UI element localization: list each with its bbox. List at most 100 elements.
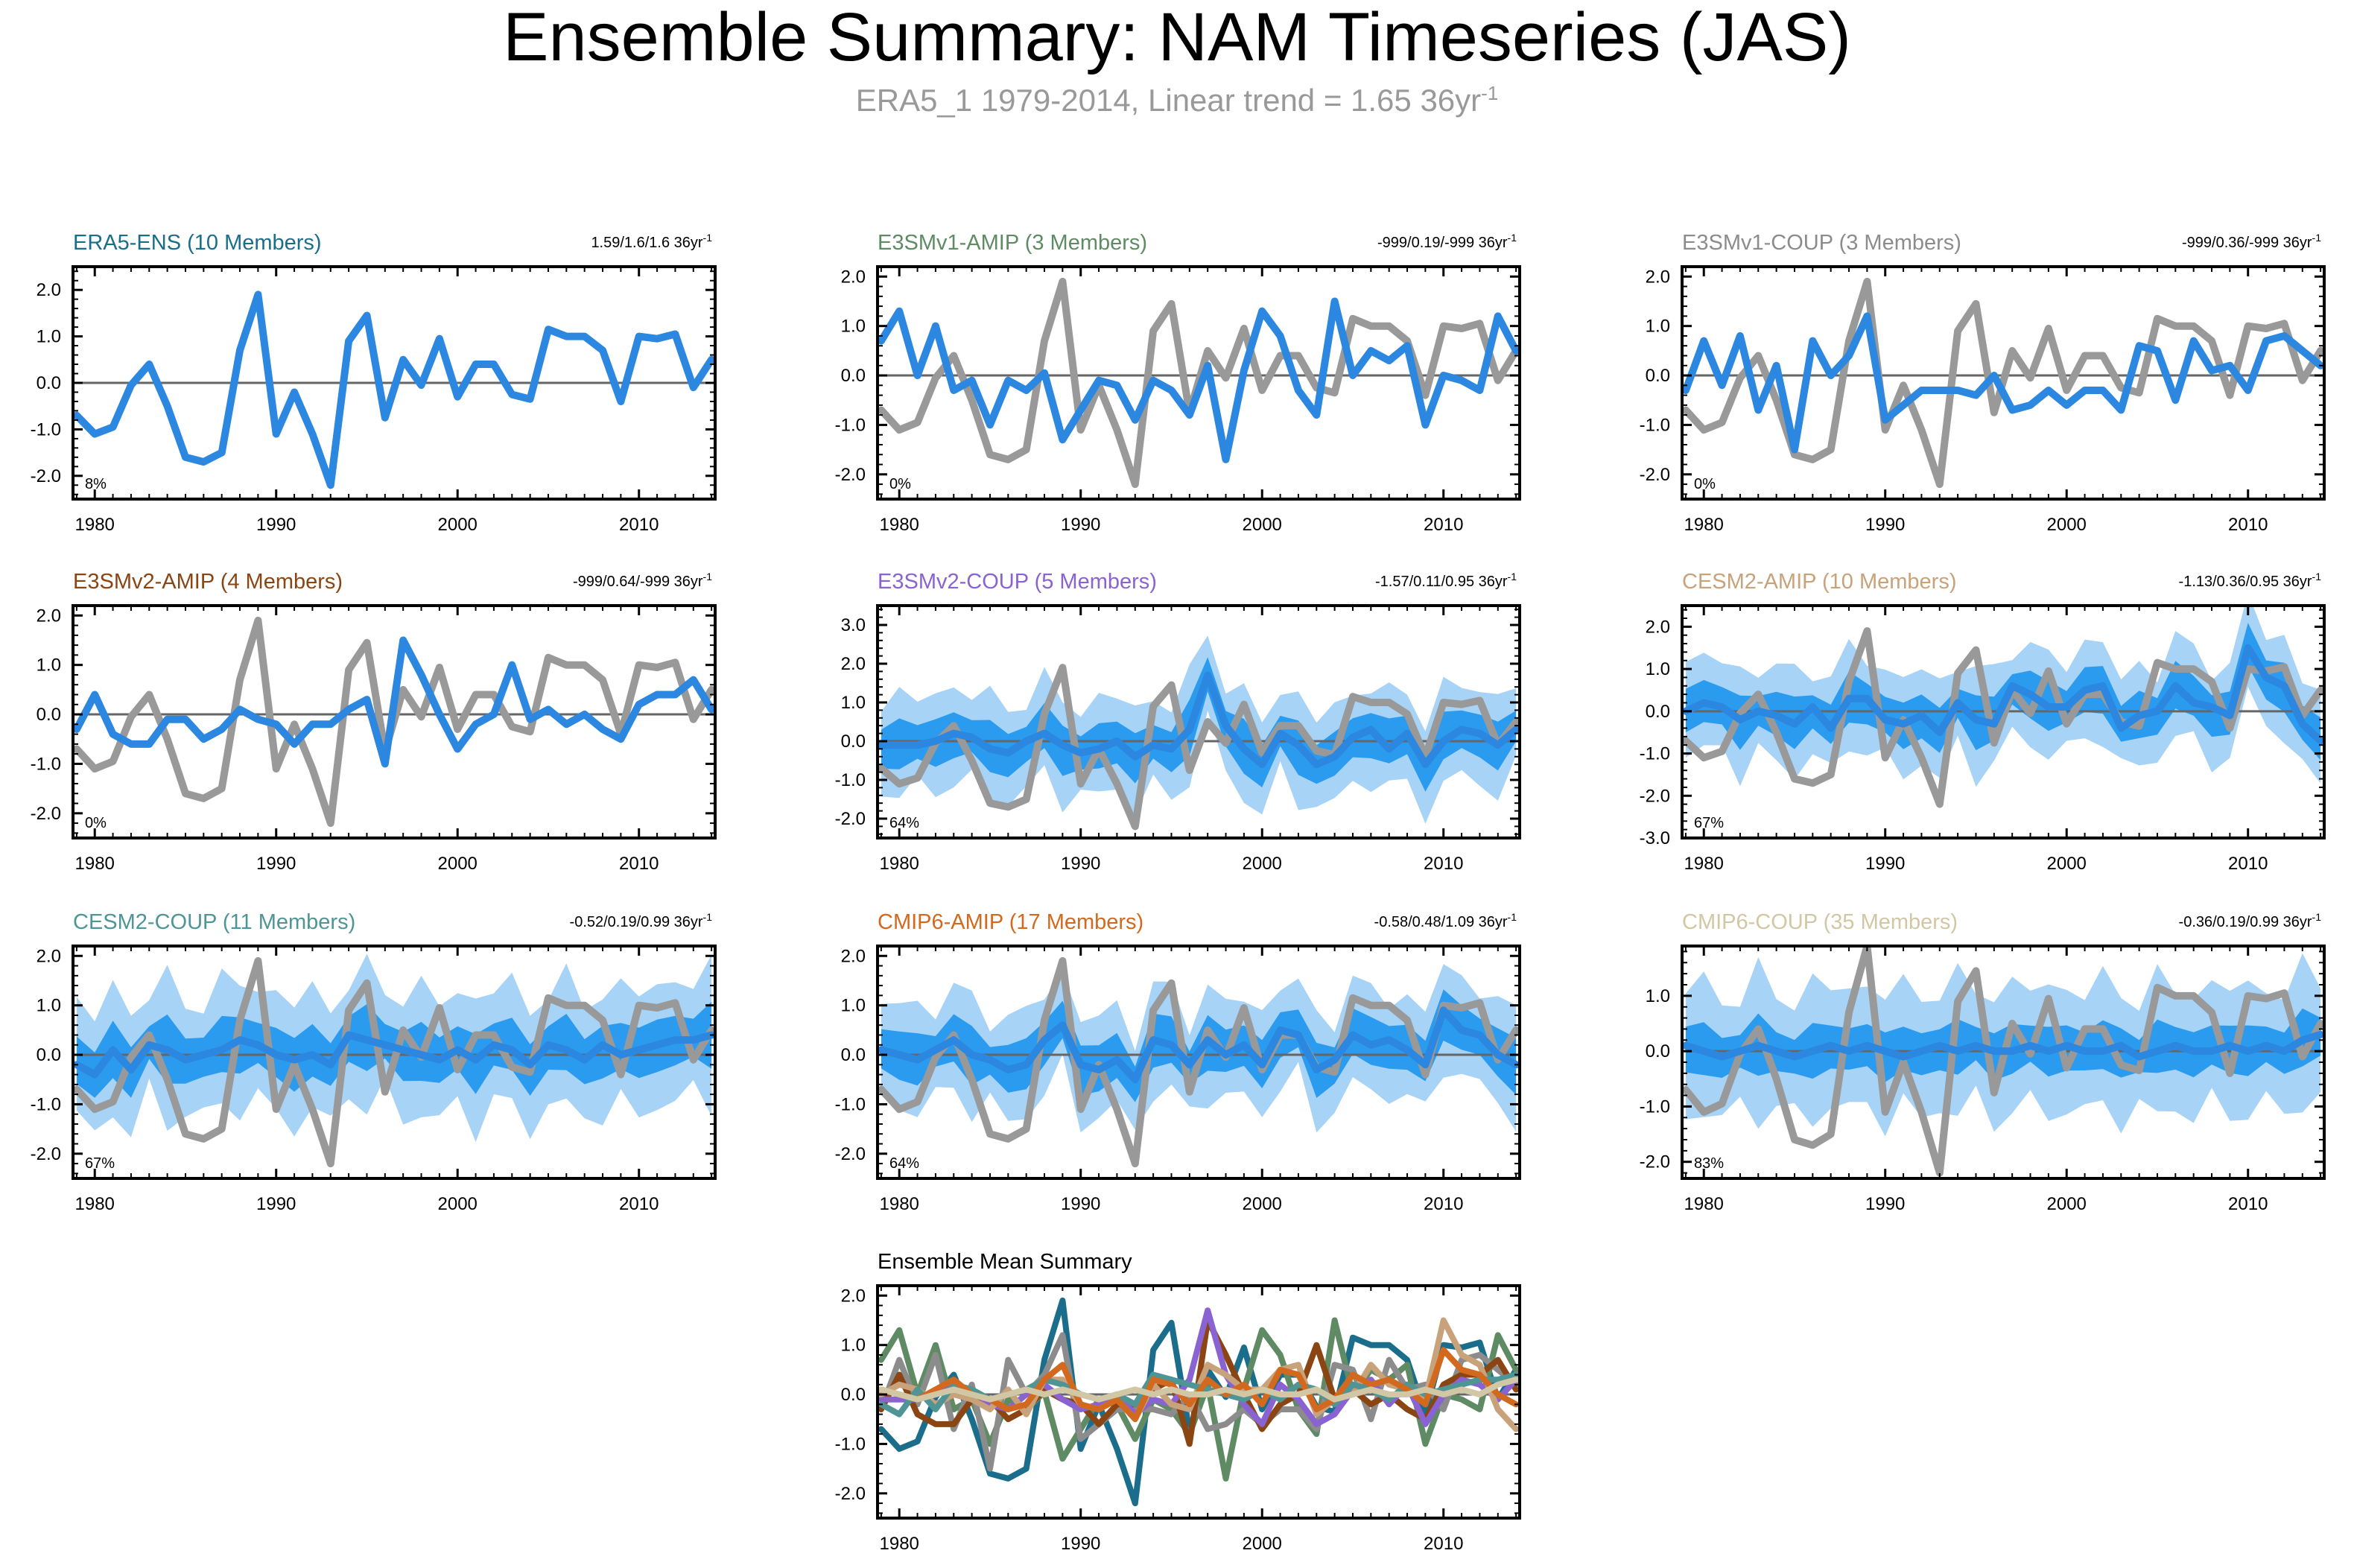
panel-title: Ensemble Mean Summary (878, 1250, 1132, 1274)
plot-frame (72, 945, 717, 1180)
panel-E3SMv1-AMIP: 2.0 1.0 0.0 -1.0 -2.0 1980 1990 2000 2010 E3SMv1-… (835, 231, 1521, 535)
panel-title: CMIP6-AMIP (17 Members) (878, 910, 1143, 934)
y-tick-label: -2.0 (1640, 465, 1670, 485)
y-tick-label: 0.0 (1646, 1041, 1670, 1061)
x-tick-label: 1990 (1865, 854, 1905, 874)
panel-trend: -999/0.19/-999 36yr-1 (1377, 232, 1517, 251)
y-tick-label: 2.0 (37, 280, 61, 300)
x-tick-label: 1990 (1061, 515, 1100, 535)
x-tick-label: 2010 (619, 1194, 659, 1214)
y-tick-label: 1.0 (1646, 986, 1670, 1006)
plot-frame (876, 604, 1521, 839)
ensemble-mean-line (73, 636, 715, 768)
y-tick-label: -1.0 (835, 770, 866, 790)
x-tick-label: 1990 (1061, 1534, 1100, 1554)
x-tick-label: 1990 (256, 854, 296, 874)
y-tick-label: 0.0 (841, 731, 866, 752)
y-tick-label: 1.0 (841, 317, 866, 337)
y-tick-label: 0.0 (841, 1385, 866, 1405)
ensemble-mean-line (878, 297, 1520, 463)
y-tick-label: 0.0 (1646, 366, 1670, 386)
x-tick-label: 1980 (880, 515, 919, 535)
x-tick-label: 2000 (1243, 854, 1282, 874)
x-tick-label: 2010 (1424, 1194, 1463, 1214)
ensemble-mean-line (73, 291, 715, 489)
ensemble-mean-line (1682, 312, 2324, 454)
plot-frame (876, 265, 1521, 501)
y-tick-label: -3.0 (1640, 828, 1670, 848)
x-tick-label: 1990 (1061, 854, 1100, 874)
x-tick-label: 1980 (1684, 854, 1724, 874)
panel-trend: -1.57/0.11/0.95 36yr-1 (1375, 571, 1517, 590)
y-tick-label: 0.0 (841, 1045, 866, 1065)
main-title: Ensemble Summary: NAM Timeseries (JAS) (503, 0, 1851, 75)
y-tick-label: -1.0 (835, 1434, 866, 1454)
outer-band (881, 635, 1517, 824)
x-tick-label: 1980 (75, 854, 115, 874)
y-tick-label: 2.0 (841, 654, 866, 674)
y-tick-label: 1.0 (841, 1336, 866, 1356)
panel-percent: 83% (1694, 1155, 1724, 1172)
y-tick-label: 1.0 (841, 693, 866, 713)
y-tick-label: 2.0 (1646, 267, 1670, 287)
main-subtitle: ERA5_1 1979-2014, Linear trend = 1.65 36… (0, 74, 2354, 119)
plot-frame (876, 945, 1521, 1180)
observed-line (878, 664, 1520, 831)
x-tick-label: 1990 (1061, 1194, 1100, 1214)
y-tick-label: -1.0 (1640, 744, 1670, 764)
panel-trend: -999/0.36/-999 36yr-1 (2182, 232, 2321, 251)
series-line-CMIP6-COUP (878, 1377, 1520, 1403)
y-tick-label: -1.0 (31, 754, 61, 774)
y-tick-label: 2.0 (841, 267, 866, 287)
x-tick-label: 2000 (1243, 1194, 1282, 1214)
panel-E3SMv1-COUP: 2.0 1.0 0.0 -1.0 -2.0 1980 1990 2000 2010 E3SMv1-… (1640, 231, 2326, 535)
inner-band (881, 657, 1517, 792)
ensemble-mean-line (1682, 644, 2324, 745)
plot-frame (72, 604, 717, 839)
panel-CMIP6-AMIP: 2.0 1.0 0.0 -1.0 -2.0 1980 1990 2000 2010 CMIP6-A… (835, 910, 1521, 1214)
x-tick-label: 2010 (1424, 854, 1463, 874)
x-tick-label: 2000 (2047, 515, 2087, 535)
panel-percent: 67% (85, 1155, 115, 1172)
y-tick-label: -2.0 (835, 1144, 866, 1164)
x-tick-label: 1980 (880, 1534, 919, 1554)
x-tick-label: 2000 (2047, 854, 2087, 874)
y-tick-label: -1.0 (835, 1094, 866, 1114)
y-tick-label: -1.0 (1640, 415, 1670, 435)
x-tick-label: 1980 (1684, 515, 1724, 535)
y-tick-label: -2.0 (835, 809, 866, 829)
x-tick-label: 1980 (880, 854, 919, 874)
panel-E3SMv2-COUP: 3.0 2.0 1.0 0.0 -1.0 -2.0 1980 1990 2000 2010 E3SM… (835, 570, 1521, 874)
observed-line (1682, 627, 2324, 808)
panel-title: E3SMv1-COUP (3 Members) (1682, 231, 1961, 255)
y-tick-label: -1.0 (835, 415, 866, 435)
y-tick-label: 0.0 (37, 1045, 61, 1065)
x-tick-label: 1980 (880, 1194, 919, 1214)
subtitle-text: ERA5_1 1979-2014, Linear trend = 1.65 36… (855, 83, 1482, 118)
x-tick-label: 2000 (1243, 515, 1282, 535)
x-tick-label: 2010 (619, 854, 659, 874)
panel-percent: 64% (889, 1155, 919, 1172)
y-tick-label: -2.0 (31, 1144, 61, 1164)
observed-line (1682, 946, 2324, 1177)
y-tick-label: 1.0 (37, 996, 61, 1016)
panel-trend: 1.59/1.6/1.6 36yr-1 (591, 232, 712, 251)
x-tick-label: 2000 (1243, 1534, 1282, 1554)
panel-ensemble-mean-summary: 2.0 1.0 0.0 -1.0 -2.0 1980 1990 2000 2010 Ensembl… (835, 1250, 1521, 1554)
panel-title: CMIP6-COUP (35 Members) (1682, 910, 1958, 934)
y-tick-label: 1.0 (37, 327, 61, 347)
y-tick-label: 2.0 (841, 1286, 866, 1306)
x-tick-label: 2000 (2047, 1194, 2087, 1214)
ensemble-mean-line (73, 1031, 715, 1079)
y-tick-label: 2.0 (1646, 617, 1670, 637)
panel-trend: -0.58/0.48/1.09 36yr-1 (1374, 911, 1517, 930)
panel-trend: -0.52/0.19/0.99 36yr-1 (570, 911, 713, 930)
y-tick-label: -2.0 (31, 804, 61, 824)
y-tick-label: -2.0 (1640, 1152, 1670, 1172)
inner-band (881, 989, 1517, 1102)
x-tick-label: 2010 (2228, 515, 2268, 535)
y-tick-label: 0.0 (37, 373, 61, 393)
y-tick-label: 0.0 (1646, 702, 1670, 722)
x-tick-label: 1980 (75, 515, 115, 535)
